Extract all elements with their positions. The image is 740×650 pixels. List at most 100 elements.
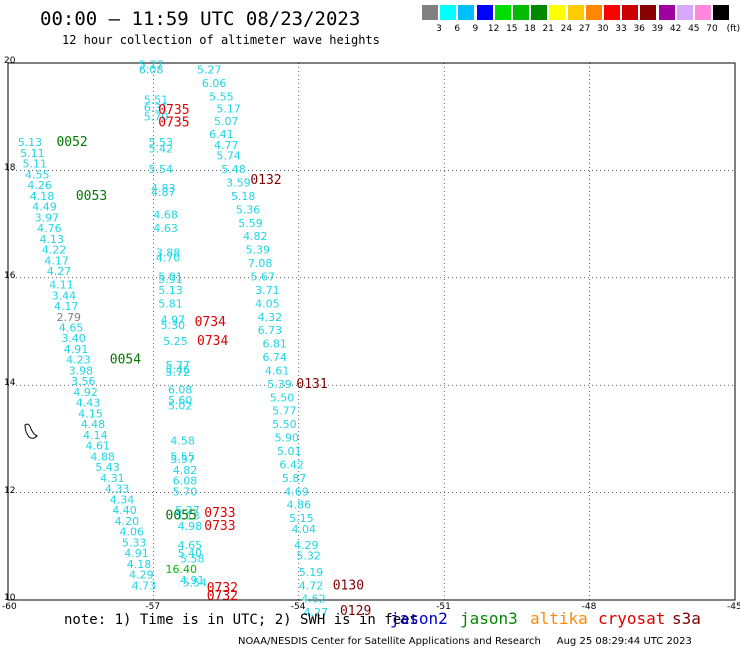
scale-unit: (ft) — [726, 24, 740, 34]
wave-height-value: 4.61 — [86, 440, 111, 453]
scale-label: 9 — [472, 24, 479, 34]
pass-time-label: 0052 — [56, 135, 87, 150]
wave-height-value: 5.72 — [166, 366, 191, 379]
wave-height-value: 4.91 — [180, 574, 205, 587]
lon-tick-label: -60 — [2, 602, 17, 612]
wave-height-value: 6.74 — [262, 351, 287, 364]
scale-label: 3 — [436, 24, 442, 34]
scale-label: 15 — [506, 24, 518, 34]
wave-height-value: 4.20 — [115, 515, 140, 528]
scale-swatch — [713, 5, 730, 20]
wave-height-value: 5.67 — [250, 270, 274, 283]
wave-height-value: 5.91 — [158, 273, 183, 286]
wave-height-value: 4.34 — [110, 493, 135, 506]
wave-height-value: 5.48 — [221, 163, 246, 176]
wave-height-value: 3.88 — [156, 246, 181, 259]
scale-swatch — [658, 5, 675, 20]
wave-height-value: 4.88 — [90, 450, 115, 463]
lon-tick-label: -51 — [436, 602, 451, 612]
scale-swatch — [676, 5, 693, 20]
wave-height-value: 4.13 — [40, 233, 65, 246]
scale-swatch — [604, 5, 620, 20]
wave-height-value: 4.97 — [161, 313, 186, 326]
lat-tick-label: 12 — [4, 485, 16, 496]
wave-height-value: 5.54 — [149, 163, 174, 176]
wave-height-value: 3.40 — [61, 332, 86, 345]
wave-height-value: 5.13 — [18, 136, 43, 149]
wave-height-value: 5.11 — [20, 147, 45, 160]
wave-height-value: 5.36 — [236, 203, 261, 216]
scale-label: 30 — [597, 24, 609, 34]
lon-tick-label: -54 — [290, 602, 306, 612]
legend-altika: altika — [530, 609, 588, 628]
wave-height-value: 5.17 — [216, 102, 241, 115]
wave-height-value: 4.11 — [49, 279, 74, 292]
pass-time-label: 0732 — [207, 589, 238, 604]
wave-height-value: 5.33 — [122, 536, 147, 549]
wave-height-value: 5.11 — [23, 158, 48, 171]
lat-tick-label: 18 — [4, 163, 16, 174]
scale-label: 24 — [560, 24, 573, 34]
lat-tick-label: 20 — [4, 56, 16, 66]
scale-swatch — [440, 5, 457, 20]
pass-time-label: 0055 — [166, 508, 197, 523]
scale-swatch — [476, 5, 493, 20]
wave-height-value: 4.26 — [27, 179, 51, 192]
wave-height-value: 4.31 — [100, 472, 125, 485]
scale-label: 45 — [688, 24, 700, 34]
wave-height-value: 4.73 — [132, 579, 157, 592]
wave-height-value: 5.13 — [158, 284, 183, 297]
map-subtitle: 12 hour collection of altimeter wave hei… — [62, 33, 380, 47]
wave-height-value: 5.19 — [299, 566, 324, 579]
wave-height-value: 3.44 — [52, 289, 76, 302]
pass-time-label: 0732 — [207, 581, 238, 596]
wave-height-value: 5.07 — [214, 115, 239, 128]
scale-swatch — [622, 5, 639, 20]
legend-s3a: s3a — [672, 609, 701, 628]
wave-height-value: 4.33 — [105, 483, 130, 496]
wave-height-value: 6.41 — [209, 128, 234, 141]
pass-time-label: 0734 — [195, 315, 226, 330]
wave-height-value: 4.83 — [151, 182, 176, 195]
wave-height-value: 4.18 — [127, 558, 152, 571]
map-frame — [7, 62, 736, 601]
wave-height-value: 5.01 — [277, 445, 302, 458]
wave-height-value: 5.54 — [182, 577, 207, 590]
wave-height-value: 3.71 — [255, 284, 280, 297]
wave-height-value: 5.57 — [170, 453, 195, 466]
footer-credit: NOAA/NESDIS Center for Satellite Applica… — [238, 636, 692, 647]
wave-height-value: 6.08 — [139, 64, 164, 77]
legend-jason3: jason3 — [460, 609, 518, 628]
wave-height-value: 5.90 — [275, 432, 300, 445]
wave-height-value: 4.62 — [301, 593, 326, 606]
wave-height-value: 4.65 — [178, 539, 203, 552]
pass-time-label: 0735 — [158, 103, 189, 118]
legend-jason2: jason2 — [390, 609, 448, 628]
wave-height-value: 5.77 — [272, 405, 297, 418]
lon-tick-label: -48 — [581, 602, 597, 612]
wave-height-value: 5.15 — [289, 512, 314, 525]
wave-height-value: 5.43 — [95, 461, 120, 474]
wave-height-value: 5.55 — [170, 450, 195, 463]
scale-swatch — [640, 5, 657, 20]
wave-height-value: 4.65 — [59, 322, 84, 335]
footer-note: note: 1) Time is in UTC; 2) SWH is in fe… — [64, 612, 419, 628]
wave-height-value: 5.58 — [180, 552, 205, 565]
wave-height-value: 4.43 — [76, 397, 101, 410]
wave-height-value: 4.58 — [170, 434, 195, 447]
lat-tick-label: 16 — [4, 270, 16, 281]
scale-label: 70 — [706, 24, 718, 34]
wave-height-value: 4.17 — [44, 254, 69, 267]
lat-tick-label: 10 — [4, 593, 16, 603]
wave-height-value: 5.60 — [168, 394, 193, 407]
wave-height-value: 6.08 — [168, 383, 193, 396]
wave-height-value: 5.81 — [158, 297, 183, 310]
map-title: 00:00 – 11:59 UTC 08/23/2023 — [40, 8, 361, 30]
wave-height-value: 3.56 — [71, 375, 96, 388]
wave-height-value: 4.86 — [287, 499, 312, 512]
wave-height-value: 5.53 — [149, 136, 174, 149]
wave-height-value: 3.97 — [35, 211, 60, 224]
scale-swatch — [422, 5, 438, 20]
